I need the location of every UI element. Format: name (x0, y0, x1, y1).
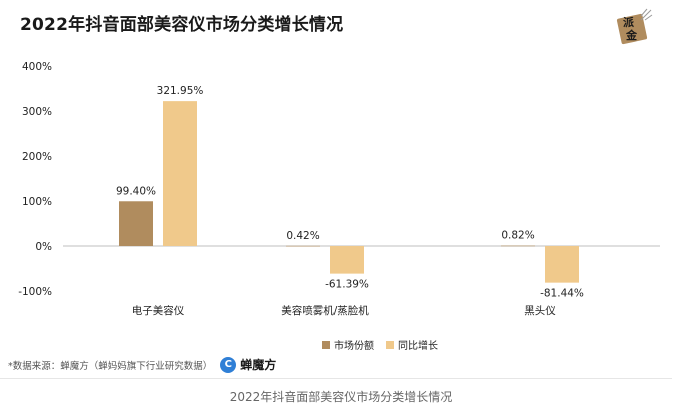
logo-text-1: 派 (623, 16, 634, 29)
category-label: 电子美容仪 (132, 304, 185, 317)
bar-growth (330, 246, 364, 274)
y-tick-label: 400% (22, 61, 52, 73)
category-label: 美容喷雾机/蒸脸机 (281, 304, 369, 317)
data-label: 99.40% (116, 185, 156, 197)
y-tick-label: 300% (22, 106, 52, 118)
data-label: -81.44% (540, 288, 584, 300)
chart-title: 2022年抖音面部美容仪市场分类增长情况 (20, 15, 344, 35)
chart-card: 2022年抖音面部美容仪市场分类增长情况 派 金 400% 300% 200% 100… (0, 8, 672, 379)
y-tick-label: 0% (35, 241, 52, 253)
y-tick-label: 100% (22, 196, 52, 208)
y-tick-label: 200% (22, 151, 52, 163)
legend-item-share: 市场份额 (322, 337, 374, 352)
bar-growth (163, 101, 197, 246)
bar-share (501, 245, 535, 247)
legend-label-share: 市场份额 (334, 341, 374, 352)
brand-mark: C 蝉魔方 (220, 356, 276, 373)
bar-chart: 400% 300% 200% 100% 0% -100% 99.40% 321.95% 电子美容… (18, 61, 660, 317)
brand-name: 蝉魔方 (240, 358, 277, 372)
bar-share (286, 245, 320, 247)
data-label: 0.42% (286, 230, 319, 242)
legend-label-growth: 同比增长 (398, 341, 438, 352)
data-label: -61.39% (325, 279, 369, 291)
y-tick-label: -100% (18, 286, 52, 298)
legend-swatch-share (322, 340, 330, 349)
sparkle-icon (640, 8, 653, 21)
legend-swatch-growth (386, 340, 394, 349)
chart-legend: 市场份额 同比增长 (322, 337, 450, 352)
chanmofang-logo-icon: C (220, 356, 237, 373)
logo-text-2: 金 (626, 29, 637, 42)
bar-growth (545, 246, 579, 283)
source-text: *数据来源：蝉魔方（蝉妈妈旗下行业研究数据） (8, 360, 213, 372)
category-label: 黑头仪 (524, 305, 556, 317)
legend-item-growth: 同比增长 (386, 337, 438, 352)
brand-logo: 派 金 (611, 8, 653, 48)
bar-share (119, 201, 153, 246)
data-label: 321.95% (157, 85, 204, 97)
image-caption: 2022年抖音面部美容仪市场分类增长情况 (229, 390, 453, 404)
data-label: 0.82% (501, 230, 534, 242)
data-source-note: *数据来源：蝉魔方（蝉妈妈旗下行业研究数据） C 蝉魔方 (8, 356, 276, 373)
